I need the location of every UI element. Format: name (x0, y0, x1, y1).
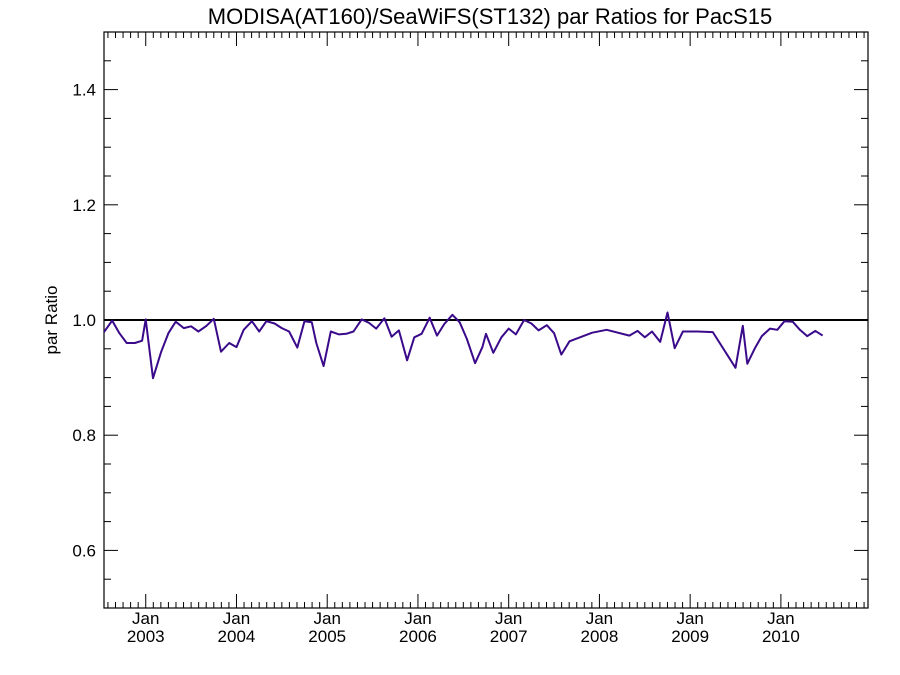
y-tick-label: 1.4 (72, 81, 96, 100)
x-tick-month: Jan (223, 609, 250, 628)
chart-title: MODISA(AT160)/SeaWiFS(ST132) par Ratios … (208, 4, 772, 29)
x-tick-year: 2008 (581, 627, 619, 646)
x-tick-year: 2005 (308, 627, 346, 646)
y-axis-ticks: 0.6 0.8 1.0 1.2 1.4 (72, 60, 868, 580)
x-tick-month: Jan (586, 609, 613, 628)
x-tick-year: 2006 (399, 627, 437, 646)
x-tick-year: 2007 (490, 627, 528, 646)
x-tick-year: 2004 (218, 627, 256, 646)
x-tick-year: 2003 (127, 627, 165, 646)
y-tick-label: 0.6 (72, 541, 96, 560)
y-tick-label: 1.2 (72, 196, 96, 215)
x-tick-month: Jan (314, 609, 341, 628)
y-axis-label: par Ratio (42, 286, 61, 355)
x-tick-month: Jan (495, 609, 522, 628)
x-tick-month: Jan (767, 609, 794, 628)
x-tick-month: Jan (404, 609, 431, 628)
x-tick-month: Jan (676, 609, 703, 628)
y-tick-label: 0.8 (72, 426, 96, 445)
x-tick-month: Jan (132, 609, 159, 628)
y-tick-label: 1.0 (72, 311, 96, 330)
x-tick-year: 2010 (762, 627, 800, 646)
x-tick-year: 2009 (671, 627, 709, 646)
x-axis-ticks: Jan2003Jan2004Jan2005Jan2006Jan2007Jan20… (107, 32, 865, 646)
series-line (103, 311, 824, 380)
